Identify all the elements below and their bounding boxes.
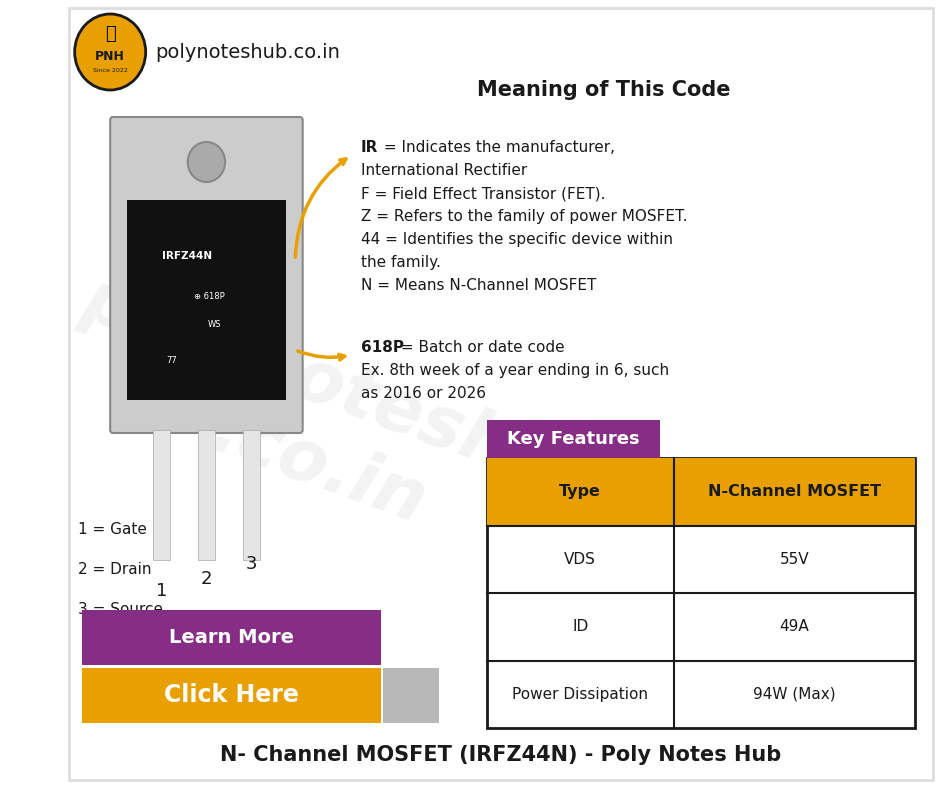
Text: Type: Type — [559, 485, 602, 500]
Text: PNH: PNH — [95, 50, 125, 62]
Text: 2: 2 — [200, 570, 212, 588]
Text: 3 = Source: 3 = Source — [78, 603, 164, 618]
Text: 1 = Gate: 1 = Gate — [78, 522, 148, 537]
Text: International Rectifier: International Rectifier — [361, 163, 526, 178]
Bar — [82, 610, 382, 665]
Text: Meaning of This Code: Meaning of This Code — [477, 80, 730, 100]
Bar — [487, 420, 660, 458]
Text: 94W (Max): 94W (Max) — [753, 687, 836, 702]
Text: 🎓: 🎓 — [104, 25, 116, 43]
Text: 2 = Drain: 2 = Drain — [78, 563, 152, 578]
Text: = Indicates the manufacturer,: = Indicates the manufacturer, — [380, 140, 616, 155]
Text: F = Field Effect Transistor (FET).: F = Field Effect Transistor (FET). — [361, 186, 605, 201]
Text: Ex. 8th week of a year ending in 6, such: Ex. 8th week of a year ending in 6, such — [361, 363, 668, 378]
Bar — [82, 668, 382, 723]
Text: N = Means N-Channel MOSFET: N = Means N-Channel MOSFET — [361, 278, 596, 293]
Text: Learn More: Learn More — [169, 628, 294, 647]
Text: Click Here: Click Here — [164, 683, 299, 708]
Bar — [198, 430, 215, 560]
Bar — [153, 430, 170, 560]
Bar — [127, 200, 286, 400]
Text: as 2016 or 2026: as 2016 or 2026 — [361, 386, 486, 401]
Text: WS: WS — [208, 319, 221, 329]
Text: Power Dissipation: Power Dissipation — [512, 687, 649, 702]
Text: 55V: 55V — [779, 552, 809, 567]
Text: polynoteshub
.co.in: polynoteshub .co.in — [46, 265, 619, 595]
Text: ⊕ 618P: ⊕ 618P — [195, 292, 225, 300]
Bar — [487, 458, 915, 526]
Text: Key Features: Key Features — [507, 430, 639, 448]
Text: VDS: VDS — [564, 552, 596, 567]
Text: N-Channel MOSFET: N-Channel MOSFET — [708, 485, 881, 500]
Text: 1: 1 — [156, 582, 167, 600]
FancyBboxPatch shape — [110, 117, 303, 433]
Text: 49A: 49A — [779, 619, 809, 634]
Text: 618P: 618P — [361, 340, 403, 355]
Text: IRFZ44N: IRFZ44N — [163, 251, 212, 261]
Text: Z = Refers to the family of power MOSFET.: Z = Refers to the family of power MOSFET… — [361, 209, 687, 224]
Text: polynoteshub.co.in: polynoteshub.co.in — [155, 43, 340, 61]
Text: 3: 3 — [245, 555, 257, 573]
Circle shape — [74, 14, 146, 90]
Text: 44 = Identifies the specific device within: 44 = Identifies the specific device with… — [361, 232, 673, 247]
Text: Since 2022: Since 2022 — [93, 68, 128, 72]
Bar — [487, 458, 915, 728]
Text: = Batch or date code: = Batch or date code — [396, 340, 565, 355]
Bar — [243, 430, 259, 560]
Circle shape — [188, 142, 225, 182]
Text: 77: 77 — [166, 355, 177, 365]
Text: the family.: the family. — [361, 255, 441, 270]
Text: N- Channel MOSFET (IRFZ44N) - Poly Notes Hub: N- Channel MOSFET (IRFZ44N) - Poly Notes… — [220, 745, 781, 765]
Text: IR: IR — [361, 140, 378, 155]
Text: ID: ID — [572, 619, 588, 634]
Bar — [383, 668, 439, 723]
